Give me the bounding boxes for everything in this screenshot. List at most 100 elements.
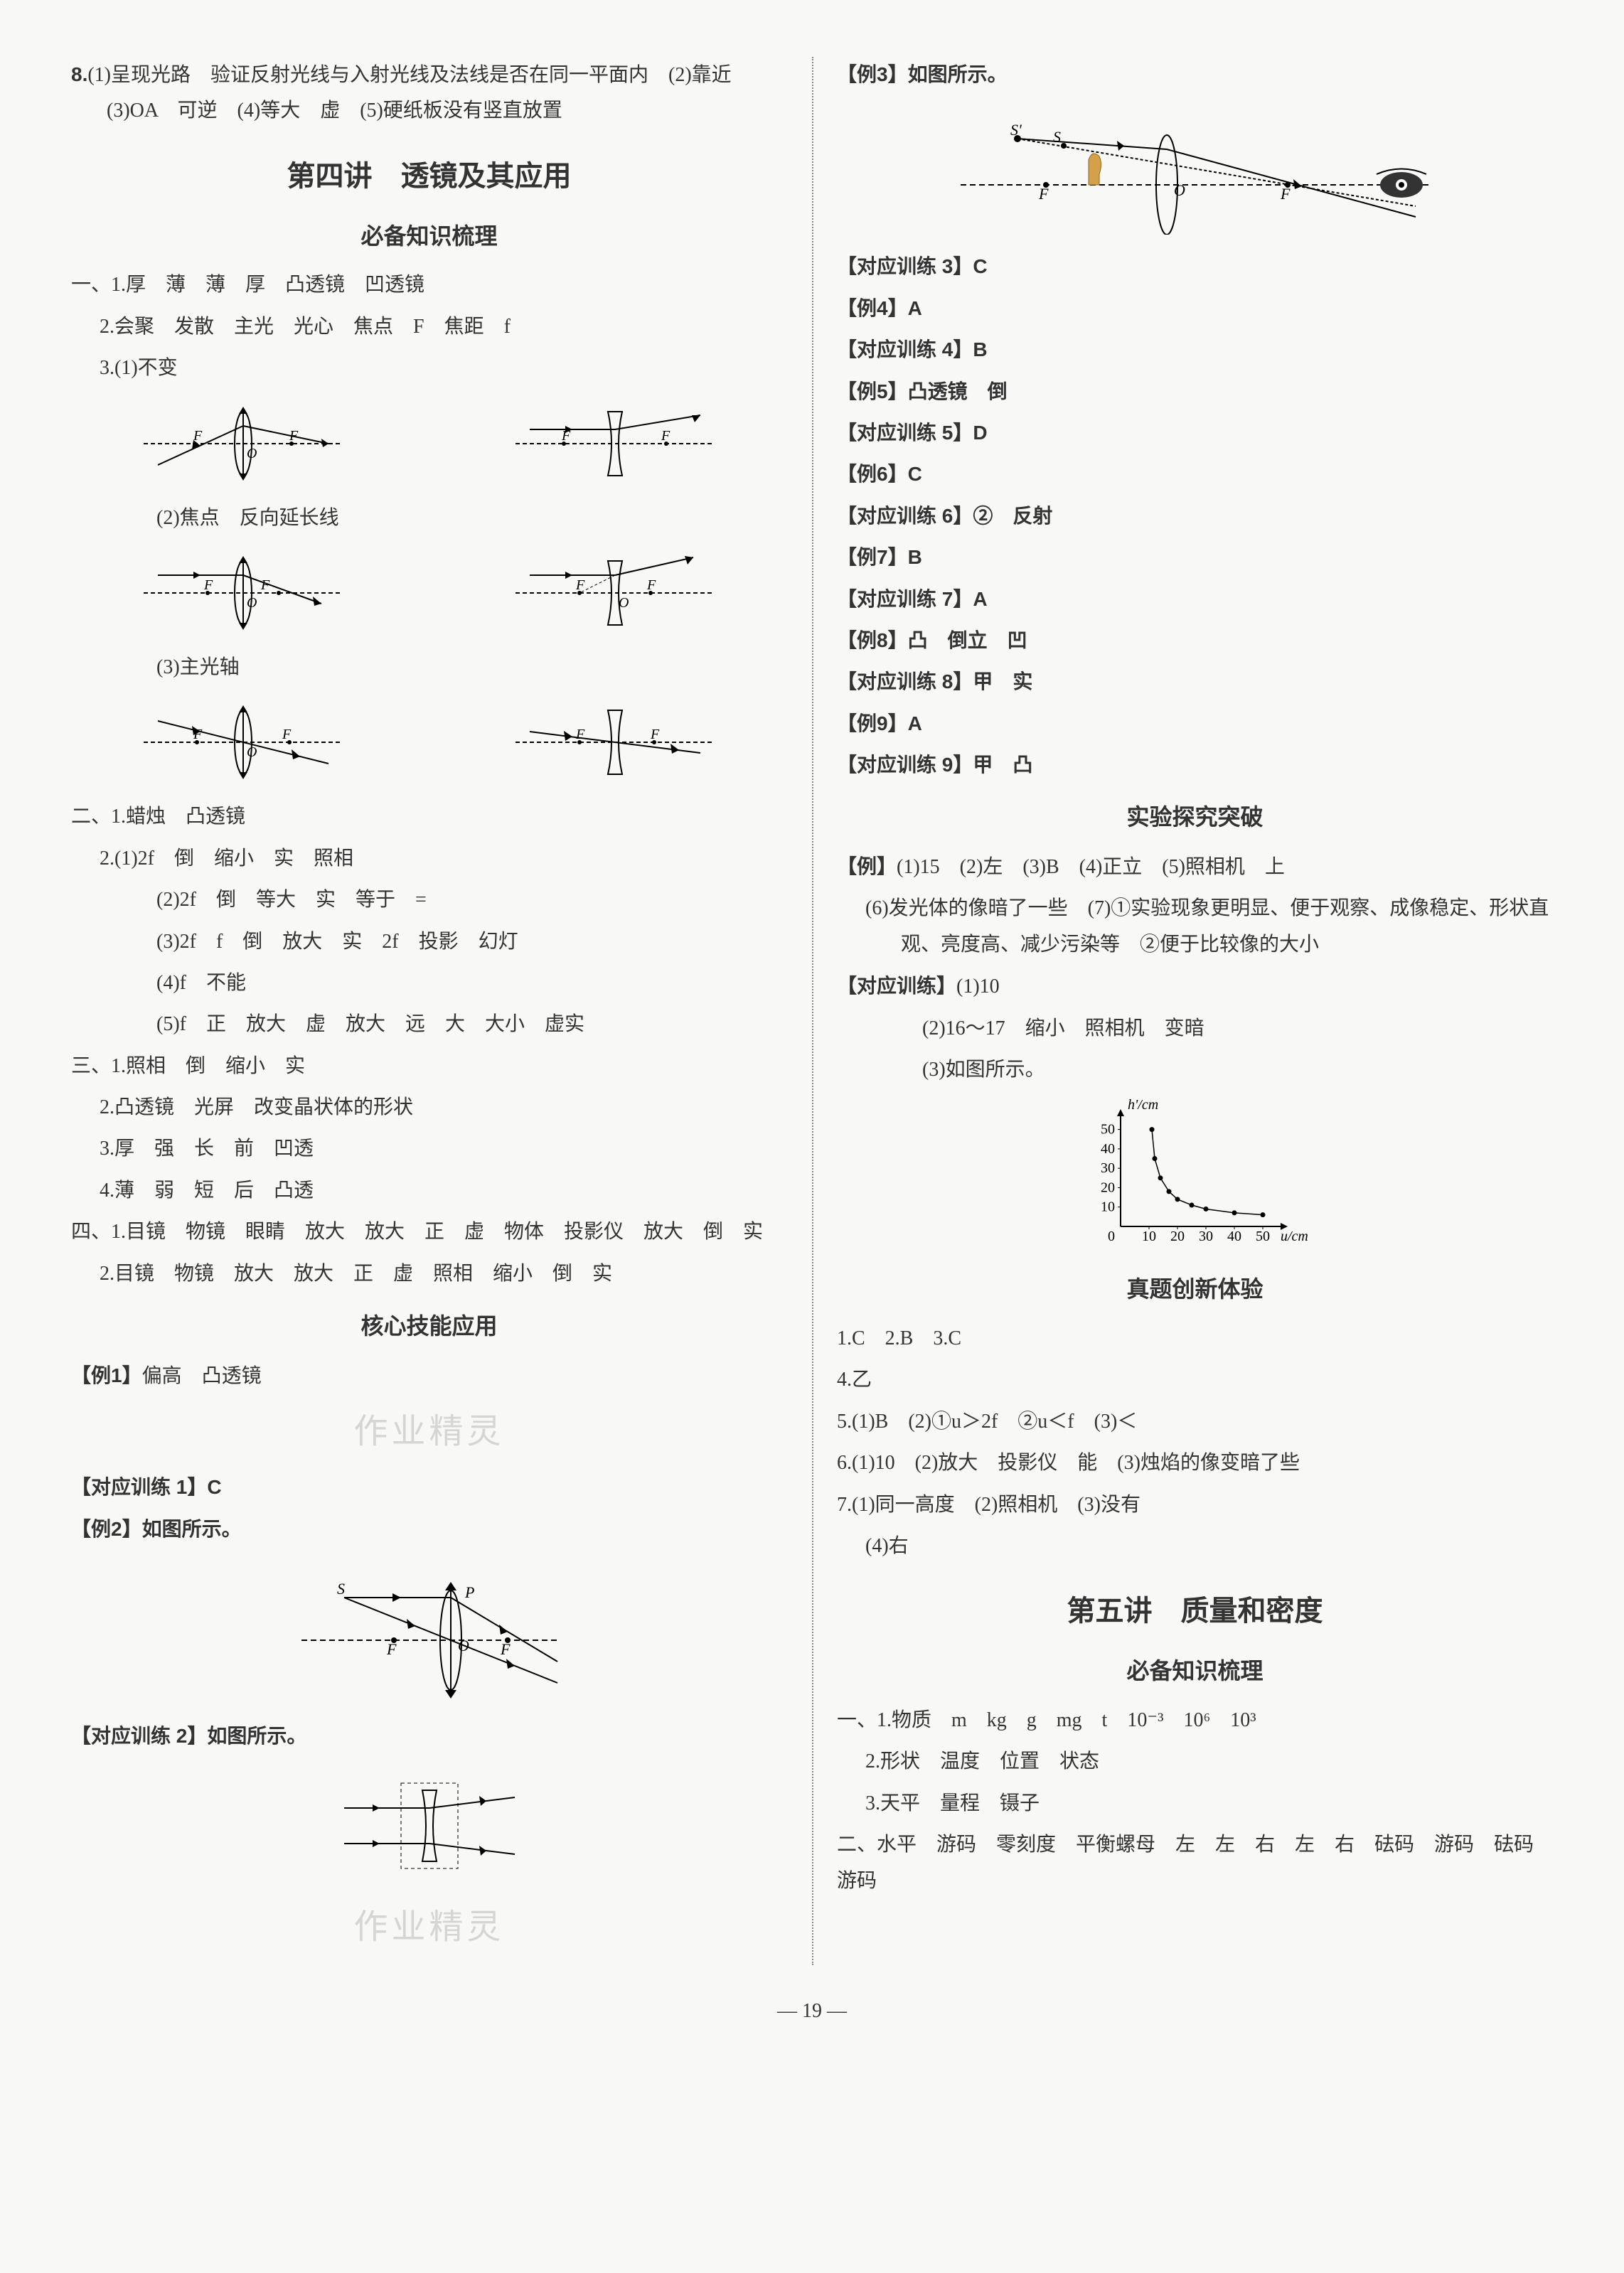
exp-train-l3: (3)如图所示。 bbox=[837, 1052, 1553, 1088]
subsection-knowledge: 必备知识梳理 bbox=[71, 216, 787, 257]
svg-text:50: 50 bbox=[1256, 1229, 1270, 1244]
svg-text:20: 20 bbox=[1101, 1180, 1115, 1196]
svg-text:10: 10 bbox=[1101, 1199, 1115, 1215]
sec2-l2c: (3)2f f 倒 放大 实 2f 投影 幻灯 bbox=[71, 924, 787, 960]
right-column: 【例3】如图所示。 F F O S S' bbox=[823, 57, 1553, 1965]
watermark-1: 作业精灵 bbox=[71, 1401, 787, 1462]
sec4-l1: 四、1.目镜 物镜 眼睛 放大 放大 正 虚 物体 投影仪 放大 倒 实 bbox=[71, 1214, 787, 1250]
diagram-row-3: F F O F F bbox=[71, 700, 787, 785]
real1: 1.C 2.B 3.C bbox=[837, 1321, 1553, 1357]
page-container: document.querySelector('[data-name="ques… bbox=[71, 57, 1553, 1965]
left-column: document.querySelector('[data-name="ques… bbox=[71, 57, 801, 1965]
svg-text:F: F bbox=[386, 1640, 397, 1658]
sec2-l2d: (4)f 不能 bbox=[71, 966, 787, 1001]
ex8: 【例8】凸 倒立 凹 bbox=[837, 623, 1553, 658]
svg-text:u/cm: u/cm bbox=[1281, 1229, 1308, 1244]
sec1-l3: 3.(1)不变 bbox=[71, 351, 787, 386]
svg-text:F: F bbox=[500, 1640, 511, 1658]
subsection-skills: 核心技能应用 bbox=[71, 1306, 787, 1347]
train7: 【对应训练 7】A bbox=[837, 582, 1553, 617]
convex-lens-diagram-3: F F O bbox=[137, 700, 350, 785]
svg-text:10: 10 bbox=[1142, 1229, 1156, 1244]
subsection-experiment: 实验探究突破 bbox=[837, 797, 1553, 838]
exp-ex-l2: (6)发光体的像暗了一些 (7)①实验现象更明显、便于观察、成像稳定、形状直观、… bbox=[837, 891, 1553, 963]
svg-text:F: F bbox=[575, 727, 585, 742]
ex9: 【例9】A bbox=[837, 706, 1553, 742]
ex2: 【例2】如图所示。 bbox=[71, 1512, 787, 1548]
svg-text:S: S bbox=[1053, 128, 1061, 146]
sec1-l3c: (3)主光轴 bbox=[71, 650, 787, 685]
diagram-row-2: F F O F F O bbox=[71, 550, 787, 636]
real5: 5.(1)B (2)①u＞2f ②u＜f (3)＜ bbox=[837, 1404, 1553, 1440]
q8-body: (1)呈现光路 验证反射光线与入射光线及法线是否在同一平面内 (2)靠近 (3)… bbox=[87, 64, 751, 122]
sec3-l3: 3.厚 强 长 前 凹透 bbox=[71, 1131, 787, 1167]
section-5-title: 第五讲 质量和密度 bbox=[837, 1585, 1553, 1637]
sec1-l3b: (2)焦点 反向延长线 bbox=[71, 501, 787, 536]
convex-lens-diagram-1: F F O bbox=[137, 401, 350, 486]
svg-text:F: F bbox=[661, 428, 671, 444]
exp-train-l1: 【对应训练】(1)10 bbox=[837, 968, 1553, 1005]
svg-text:O: O bbox=[619, 595, 629, 611]
svg-text:O: O bbox=[247, 595, 257, 611]
train9: 【对应训练 9】甲 凸 bbox=[837, 747, 1553, 783]
train6: 【对应训练 6】② 反射 bbox=[837, 498, 1553, 534]
d5-2: 二、水平 游码 零刻度 平衡螺母 左 左 右 左 右 砝码 游码 砝码 游码 bbox=[837, 1827, 1553, 1899]
q8-full: 8.(1)呈现光路 验证反射光线与入射光线及法线是否在同一平面内 (2)靠近 (… bbox=[71, 57, 787, 129]
sec2-l2e: (5)f 正 放大 虚 放大 远 大 大小 虚实 bbox=[71, 1007, 787, 1042]
exp-train-l2: (2)16～17 缩小 照相机 变暗 bbox=[837, 1011, 1553, 1047]
svg-text:40: 40 bbox=[1101, 1141, 1115, 1157]
d5-1-1: 一、1.物质 m kg g mg t 10⁻³ 10⁶ 10³ bbox=[837, 1703, 1553, 1738]
column-divider bbox=[812, 57, 813, 1965]
real6: 6.(1)10 (2)放大 投影仪 能 (3)烛焰的像变暗了些 bbox=[837, 1445, 1553, 1481]
svg-text:S: S bbox=[337, 1580, 345, 1598]
svg-text:F: F bbox=[1038, 185, 1049, 203]
concave-lens-diagram-2: F F O bbox=[508, 550, 722, 636]
sec3-l4: 4.薄 弱 短 后 凸透 bbox=[71, 1173, 787, 1209]
train5: 【对应训练 5】D bbox=[837, 415, 1553, 451]
concave-lens-diagram-3: F F bbox=[508, 700, 722, 785]
q8-prefix: 8. bbox=[71, 63, 87, 85]
exp-ex-l1: 【例】(1)15 (2)左 (3)B (4)正立 (5)照相机 上 bbox=[837, 849, 1553, 885]
d5-1-2: 2.形状 温度 位置 状态 bbox=[837, 1744, 1553, 1780]
sec2-l2: 2.(1)2f 倒 缩小 实 照相 bbox=[71, 841, 787, 877]
ex3: 【例3】如图所示。 bbox=[837, 57, 1553, 92]
svg-text:O: O bbox=[247, 744, 257, 760]
page-number: — 19 — bbox=[71, 1994, 1553, 2029]
subsection-knowledge-5: 必备知识梳理 bbox=[837, 1651, 1553, 1692]
real4: 4.乙 bbox=[837, 1362, 1553, 1398]
svg-text:F: F bbox=[646, 577, 656, 593]
svg-text:20: 20 bbox=[1170, 1229, 1185, 1244]
svg-text:F: F bbox=[650, 727, 660, 742]
svg-text:30: 30 bbox=[1199, 1229, 1213, 1244]
ex7: 【例7】B bbox=[837, 540, 1553, 575]
train2-diagram bbox=[71, 1769, 787, 1883]
svg-text:50: 50 bbox=[1101, 1122, 1115, 1138]
train4: 【对应训练 4】B bbox=[837, 332, 1553, 368]
concave-lens-diagram-1: F F bbox=[508, 401, 722, 486]
train8: 【对应训练 8】甲 实 bbox=[837, 664, 1553, 700]
sec1-l2: 2.会聚 发散 主光 光心 焦点 F 焦距 f bbox=[71, 309, 787, 345]
convex-lens-diagram-2: F F O bbox=[137, 550, 350, 636]
train1: 【对应训练 1】C bbox=[71, 1470, 787, 1505]
svg-text:F: F bbox=[203, 577, 213, 593]
svg-text:F: F bbox=[1280, 185, 1291, 203]
train3: 【对应训练 3】C bbox=[837, 249, 1553, 284]
label-O: O bbox=[247, 446, 257, 461]
sec1-l1: 一、1.厚 薄 薄 厚 凸透镜 凹透镜 bbox=[71, 267, 787, 303]
sec3-l2: 2.凸透镜 光屏 改变晶状体的形状 bbox=[71, 1090, 787, 1125]
ex2-diagram: F F O S P bbox=[71, 1562, 787, 1704]
sec2-l2b: (2)2f 倒 等大 实 等于 = bbox=[71, 882, 787, 918]
svg-text:0: 0 bbox=[1108, 1229, 1115, 1244]
subsection-real: 真题创新体验 bbox=[837, 1269, 1553, 1310]
sec4-l2: 2.目镜 物镜 放大 放大 正 虚 照相 缩小 倒 实 bbox=[71, 1256, 787, 1292]
svg-text:h'/cm: h'/cm bbox=[1128, 1098, 1158, 1113]
watermark-2: 作业精灵 bbox=[71, 1897, 787, 1958]
train2: 【对应训练 2】如图所示。 bbox=[71, 1718, 787, 1754]
svg-text:P: P bbox=[464, 1583, 474, 1601]
svg-text:30: 30 bbox=[1101, 1161, 1115, 1177]
diagram-row-1: F F O F F bbox=[71, 401, 787, 486]
ex5: 【例5】凸透镜 倒 bbox=[837, 374, 1553, 410]
ex3-diagram: F F O S S' bbox=[837, 107, 1553, 235]
ex1: 【例1】偏高 凸透镜 bbox=[71, 1358, 787, 1394]
real7b: (4)右 bbox=[837, 1529, 1553, 1564]
